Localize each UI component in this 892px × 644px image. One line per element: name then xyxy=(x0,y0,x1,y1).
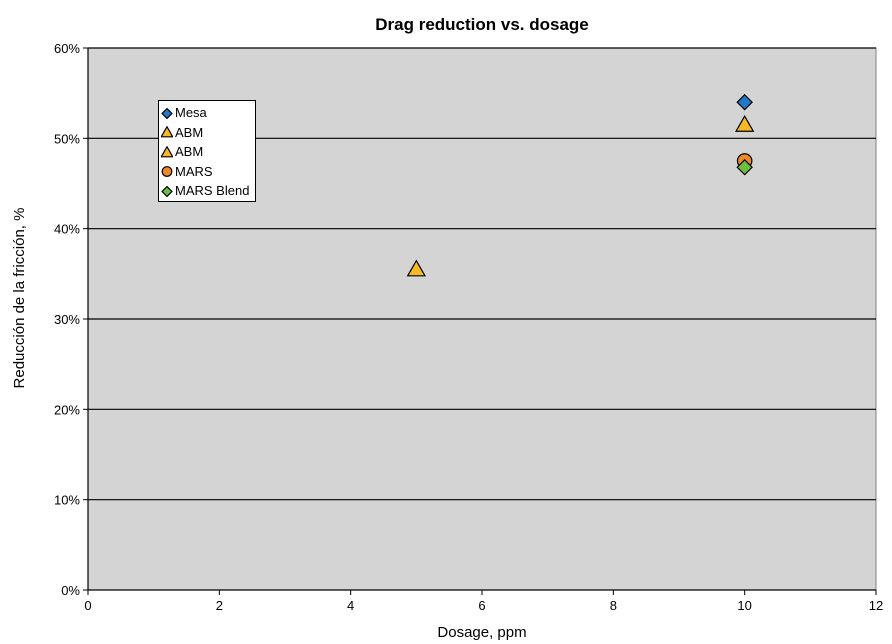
data-point-diamond xyxy=(736,158,753,176)
y-tick-label: 50% xyxy=(54,131,80,146)
x-tick-label: 0 xyxy=(84,598,91,613)
diamond-icon xyxy=(161,107,173,119)
diamond-icon xyxy=(161,185,173,197)
legend-item: ABM xyxy=(161,142,255,162)
data-point-triangle xyxy=(406,259,427,277)
y-tick-label: 0% xyxy=(61,583,80,598)
legend-item: ABM xyxy=(161,123,255,143)
y-tick-label: 30% xyxy=(54,312,80,327)
triangle-icon xyxy=(161,126,173,138)
legend-marker-triangle xyxy=(161,145,173,158)
legend-label: ABM xyxy=(175,124,204,140)
x-axis-label: Dosage, ppm xyxy=(437,624,526,641)
y-axis-ticks: 0% 10% 20% 30% 40% 50% 60% xyxy=(54,41,88,598)
y-tick-label: 10% xyxy=(54,493,80,508)
x-tick-label: 2 xyxy=(216,598,223,613)
y-tick-label: 60% xyxy=(54,41,80,56)
legend-item: MARS xyxy=(161,162,255,182)
legend-marker-diamond xyxy=(161,107,173,119)
legend-item: Mesa xyxy=(161,103,255,123)
y-axis-label: Reducción de la fricción, % xyxy=(11,208,28,389)
data-point-triangle xyxy=(734,114,755,132)
legend-label: MARS xyxy=(175,163,213,179)
legend-marker-triangle xyxy=(161,126,173,138)
x-tick-label: 4 xyxy=(347,598,354,613)
x-axis-ticks: 0 2 4 6 8 10 12 xyxy=(84,590,883,613)
legend-label: Mesa xyxy=(175,105,207,121)
legend-label: MARS Blend xyxy=(175,183,250,199)
y-tick-label: 40% xyxy=(54,222,80,237)
legend-label: ABM xyxy=(175,144,204,160)
x-tick-label: 6 xyxy=(478,598,485,613)
legend: Mesa ABM ABM MARS MARS Blend xyxy=(158,100,256,202)
data-points xyxy=(406,93,755,277)
circle-icon xyxy=(161,166,173,178)
y-tick-label: 20% xyxy=(54,402,80,417)
x-tick-label: 8 xyxy=(610,598,617,613)
legend-marker-circle xyxy=(161,165,173,178)
triangle-icon xyxy=(161,145,173,158)
legend-marker-diamond xyxy=(161,185,173,197)
data-point-diamond xyxy=(736,93,753,111)
chart-title: Drag reduction vs. dosage xyxy=(375,15,589,34)
x-tick-label: 12 xyxy=(869,598,883,613)
x-tick-label: 10 xyxy=(737,598,751,613)
legend-item: MARS Blend xyxy=(161,181,255,201)
